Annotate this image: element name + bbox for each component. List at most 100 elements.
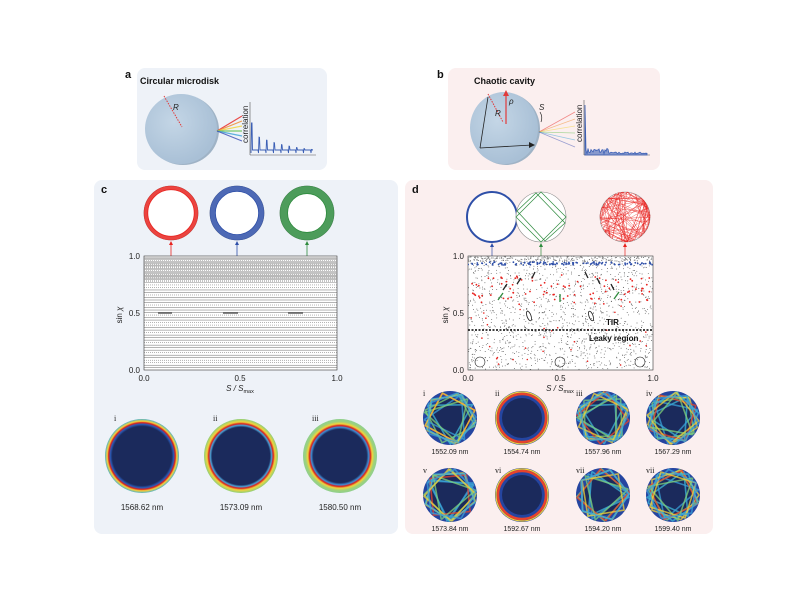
light-ray xyxy=(538,111,576,133)
phase-point-red xyxy=(617,281,620,284)
phase-point xyxy=(505,320,507,322)
phase-point xyxy=(501,310,503,312)
phase-point-red xyxy=(619,364,622,366)
phase-point xyxy=(505,319,507,321)
phase-point xyxy=(486,258,488,260)
phase-point xyxy=(611,259,613,261)
d-xtick-0: 0.0 xyxy=(462,374,474,383)
phase-point-blue xyxy=(639,263,642,266)
phase-point xyxy=(538,346,540,348)
phase-point xyxy=(490,273,492,275)
radius-label-a: R xyxy=(173,103,179,112)
phase-point xyxy=(594,297,595,299)
phase-point xyxy=(594,306,596,308)
phase-point xyxy=(577,346,579,348)
phase-point xyxy=(588,334,590,336)
phase-point xyxy=(520,336,522,338)
phase-point-red xyxy=(531,279,534,282)
phase-point xyxy=(487,334,489,336)
phase-point xyxy=(632,270,634,271)
phase-point xyxy=(566,332,568,334)
phase-point xyxy=(560,300,562,302)
phase-point xyxy=(607,290,609,292)
phase-point xyxy=(519,264,521,266)
phase-point xyxy=(589,364,591,365)
phase-point xyxy=(500,356,502,358)
orbit-1 xyxy=(143,185,337,272)
phase-point xyxy=(504,353,506,355)
phase-point-blue xyxy=(476,263,479,266)
phase-point xyxy=(598,332,600,334)
phase-point xyxy=(544,257,546,259)
phase-point-blue xyxy=(555,262,558,264)
phase-point-blue xyxy=(629,261,631,264)
phase-point xyxy=(567,344,569,345)
phase-point xyxy=(481,318,483,320)
phase-point xyxy=(482,258,484,260)
c-x-axis-label: S / Smax xyxy=(226,384,254,395)
phase-point xyxy=(585,313,586,314)
phase-point xyxy=(545,279,547,281)
phase-point-blue xyxy=(554,263,557,266)
phase-point-blue xyxy=(488,261,491,264)
phase-point xyxy=(496,349,498,351)
phase-point xyxy=(627,298,629,300)
phase-point xyxy=(604,350,606,352)
phase-point xyxy=(527,257,529,259)
phase-point xyxy=(592,265,594,267)
phase-point xyxy=(479,287,481,289)
phase-point-red xyxy=(478,295,480,297)
phase-point xyxy=(591,257,592,259)
phase-point xyxy=(619,272,621,273)
phase-point-red xyxy=(560,274,563,276)
phase-point-blue xyxy=(595,263,598,266)
phase-point xyxy=(623,354,625,356)
phase-point xyxy=(633,338,635,339)
phase-point-blue xyxy=(613,263,616,265)
phase-point xyxy=(596,336,598,338)
phase-point xyxy=(485,304,487,305)
phase-point xyxy=(548,258,549,260)
phase-point xyxy=(471,334,473,336)
phase-point-blue xyxy=(598,261,601,264)
phase-point xyxy=(543,359,545,361)
island xyxy=(584,271,589,279)
phase-point xyxy=(489,258,491,260)
phase-point-blue xyxy=(567,263,569,265)
phase-point xyxy=(473,309,474,311)
phase-point xyxy=(644,266,646,268)
phase-point xyxy=(549,366,551,368)
phase-point xyxy=(547,329,549,330)
phase-point xyxy=(544,352,546,354)
phase-point xyxy=(585,316,587,318)
phase-point xyxy=(530,356,532,358)
phase-point xyxy=(545,297,547,299)
phase-point xyxy=(649,362,651,363)
phase-point xyxy=(480,276,482,278)
phase-point xyxy=(596,351,598,353)
phase-point xyxy=(486,315,488,317)
phase-point xyxy=(472,282,474,284)
phase-point-red xyxy=(638,301,641,303)
phase-point xyxy=(628,334,630,336)
phase-point xyxy=(540,346,542,348)
phase-point xyxy=(548,257,550,259)
phase-point xyxy=(527,354,529,355)
phase-point xyxy=(587,285,588,287)
phase-point xyxy=(626,359,628,361)
phase-point xyxy=(528,322,530,324)
phase-point xyxy=(488,325,490,327)
phase-point xyxy=(502,339,503,340)
phase-point xyxy=(615,327,617,329)
c-ytick-0: 0.0 xyxy=(129,366,141,375)
phase-point xyxy=(518,346,520,348)
phase-point xyxy=(580,351,582,353)
d-x-axis-label: S / Smax xyxy=(546,384,574,395)
phase-point xyxy=(561,340,562,342)
phase-point xyxy=(617,338,618,340)
phase-point xyxy=(469,268,471,270)
phase-point xyxy=(545,332,547,334)
phase-point xyxy=(644,310,646,312)
